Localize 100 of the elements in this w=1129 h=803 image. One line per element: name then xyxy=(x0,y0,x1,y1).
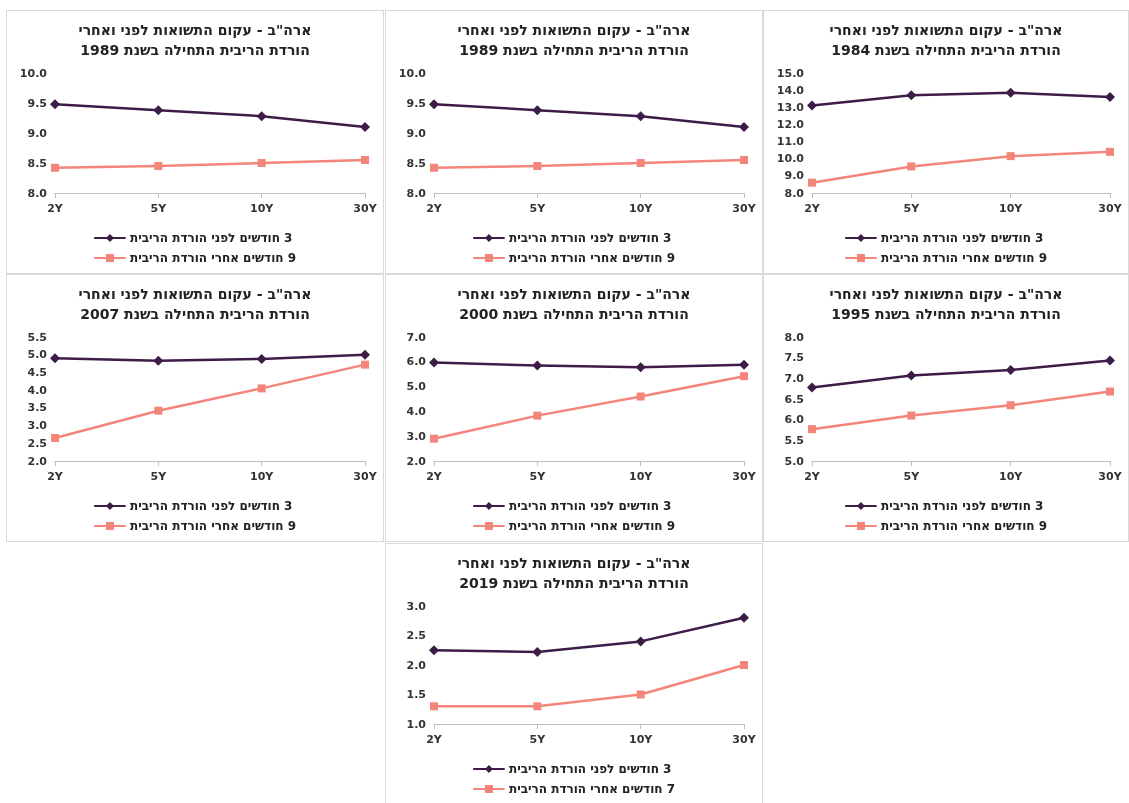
point xyxy=(257,384,266,393)
y-tick-label: 15.0 xyxy=(776,66,805,80)
y-tick-label: 7.5 xyxy=(784,351,804,365)
legend-label: 3 חודשים לפני הורדת הריבית xyxy=(508,762,672,776)
point xyxy=(1105,355,1115,366)
y-tick-label: 3.0 xyxy=(406,429,427,443)
y-tick-label: 1.0 xyxy=(406,717,427,731)
x-tick-label: 2Y xyxy=(804,470,821,483)
x-tick-label: 30Y xyxy=(353,202,378,215)
point xyxy=(430,434,438,443)
y-tick-label: 2.5 xyxy=(406,629,426,642)
y-tick-label: 6.0 xyxy=(406,355,427,369)
y-tick-label: 9.5 xyxy=(406,96,426,110)
y-tick-label: 9.0 xyxy=(784,169,805,183)
y-tick-label: 14.0 xyxy=(776,83,805,97)
point xyxy=(1006,401,1015,410)
point xyxy=(50,353,60,364)
point xyxy=(807,100,817,111)
point xyxy=(360,349,370,360)
legend-label: 9 חודשים אחרי הורדת הריבית xyxy=(129,519,297,533)
x-tick-label: 5Y xyxy=(150,470,168,483)
point xyxy=(1106,147,1114,156)
point xyxy=(429,357,439,368)
point xyxy=(907,162,916,171)
x-tick-label: 10Y xyxy=(250,202,275,215)
point xyxy=(533,411,542,420)
x-tick-label: 5Y xyxy=(529,470,547,483)
legend-label: 3 חודשים לפני הורדת הריבית xyxy=(508,499,672,513)
x-tick-label: 5Y xyxy=(529,733,547,746)
y-tick-label: 6.5 xyxy=(784,392,804,406)
point xyxy=(154,162,163,170)
point xyxy=(153,105,164,116)
point xyxy=(808,178,816,187)
y-tick-label: 5.0 xyxy=(406,380,427,394)
point xyxy=(906,90,917,101)
y-tick-label: 6.0 xyxy=(784,413,805,427)
chart-title: ארה"ב - עקום התשואות לפני ואחרי הורדת הריבית התחילה בשנת 1989 xyxy=(78,22,312,58)
point xyxy=(430,702,438,711)
point xyxy=(807,382,817,393)
y-tick-label: 9.0 xyxy=(406,126,427,140)
y-tick-label: 13.0 xyxy=(776,100,805,114)
point xyxy=(153,355,164,366)
point xyxy=(635,636,646,647)
point xyxy=(154,406,163,415)
y-tick-label: 5.0 xyxy=(27,348,48,362)
point xyxy=(430,163,438,172)
point xyxy=(429,645,439,656)
y-tick-label: 3.0 xyxy=(406,599,427,613)
point xyxy=(50,99,60,110)
x-tick-label: 2Y xyxy=(47,470,64,483)
point xyxy=(1005,87,1016,98)
point xyxy=(256,353,267,364)
x-tick-label: 10Y xyxy=(629,202,654,215)
y-tick-label: 8.5 xyxy=(27,156,47,170)
point xyxy=(51,433,59,442)
legend-label: 3 חודשים לפני הורדת הריבית xyxy=(508,231,672,245)
y-tick-label: 1.5 xyxy=(406,688,426,701)
point xyxy=(532,647,543,658)
point xyxy=(740,661,748,669)
y-tick-label: 5.5 xyxy=(27,330,47,344)
chart-title: ארה"ב - עקום התשואות לפני ואחרי הורדת הריבית התחילה בשנת 2000 xyxy=(457,286,691,322)
point xyxy=(361,360,369,369)
point xyxy=(257,159,266,167)
point xyxy=(808,425,816,434)
point xyxy=(532,105,543,116)
point xyxy=(636,392,645,401)
chart-title: ארה"ב - עקום התשואות לפני ואחרי הורדת הריבית התחילה בשנת 1995 xyxy=(829,286,1063,322)
y-tick-label: 5.0 xyxy=(784,454,805,468)
point xyxy=(1106,387,1114,396)
point xyxy=(1006,152,1015,161)
legend-label: 9 חודשים אחרי הורדת הריבית xyxy=(508,251,676,265)
point xyxy=(740,372,748,381)
y-tick-label: 8.0 xyxy=(784,186,805,200)
point xyxy=(635,362,646,373)
x-tick-label: 2Y xyxy=(47,202,64,215)
legend-label: 3 חודשים לפני הורדת הריבית xyxy=(880,231,1044,245)
y-tick-label: 8.5 xyxy=(406,156,426,170)
x-tick-label: 30Y xyxy=(1098,202,1123,215)
y-tick-label: 3.0 xyxy=(27,419,48,433)
legend-label: 7 חודשים אחרי הורדת הריבית xyxy=(508,782,676,796)
point xyxy=(360,122,370,132)
y-tick-label: 7.0 xyxy=(406,330,427,344)
y-tick-label: 10.0 xyxy=(776,152,805,166)
y-tick-label: 2.5 xyxy=(27,436,47,450)
x-tick-label: 10Y xyxy=(999,202,1024,215)
point xyxy=(739,122,749,132)
y-tick-label: 9.0 xyxy=(27,126,48,140)
y-tick-label: 3.5 xyxy=(27,401,47,415)
chart-title: ארה"ב - עקום התשואות לפני ואחרי הורדת הריבית התחילה בשנת 1984 xyxy=(829,22,1063,58)
legend-label: 3 חודשים לפני הורדת הריבית xyxy=(880,499,1044,513)
point xyxy=(740,156,748,164)
y-tick-label: 4.0 xyxy=(27,383,48,397)
y-tick-label: 8.0 xyxy=(27,186,48,200)
x-tick-label: 10Y xyxy=(629,733,654,746)
y-tick-label: 9.5 xyxy=(27,96,47,110)
point xyxy=(532,360,543,371)
point xyxy=(533,162,542,170)
x-tick-label: 2Y xyxy=(426,470,443,483)
x-tick-label: 5Y xyxy=(903,470,921,483)
y-tick-label: 2.0 xyxy=(406,454,427,468)
